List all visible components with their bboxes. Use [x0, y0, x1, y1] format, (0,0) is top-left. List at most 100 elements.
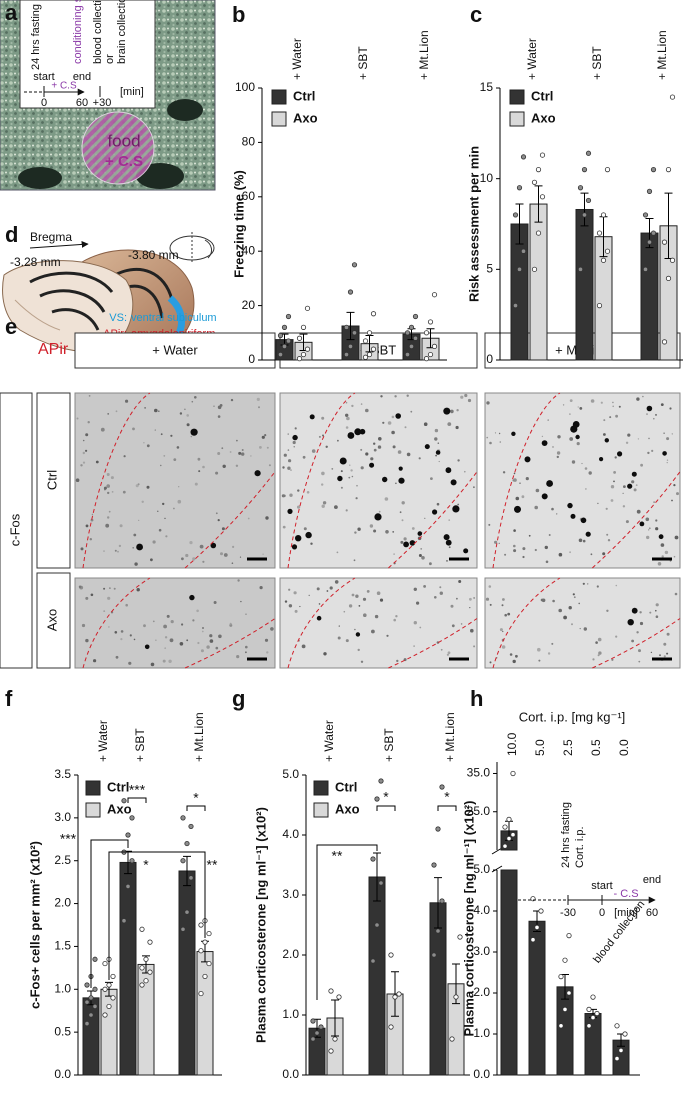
data-point	[110, 995, 116, 1001]
region-label: APir	[38, 341, 69, 358]
cell-speck	[399, 511, 402, 514]
cell-speck	[393, 618, 397, 622]
cell-speck	[659, 654, 661, 657]
timeline-text: 60	[76, 97, 88, 109]
cell-speck	[646, 535, 650, 540]
cell-speck	[401, 519, 404, 522]
y-tick-label: 1.0	[54, 981, 71, 995]
data-point	[581, 212, 588, 218]
cell-nucleus	[292, 434, 298, 441]
data-point	[143, 978, 149, 984]
cell-nucleus	[144, 644, 150, 650]
y-tick-label: 2.0	[473, 985, 490, 999]
cell-speck	[345, 639, 349, 643]
data-point	[84, 1020, 90, 1027]
data-point	[147, 939, 153, 945]
y-tick-label: 0.0	[282, 1067, 299, 1081]
cell-speck	[288, 459, 292, 463]
cell-speck	[635, 484, 638, 486]
data-point	[206, 930, 212, 937]
cell-speck	[107, 491, 110, 495]
cell-speck	[177, 499, 182, 504]
bar	[556, 986, 574, 1076]
cell-speck	[537, 647, 541, 652]
legend-label: Ctrl	[335, 779, 357, 794]
cell-speck	[439, 586, 442, 589]
cell-nucleus	[514, 505, 521, 513]
cell-nucleus	[541, 493, 548, 500]
cell-nucleus	[403, 541, 409, 548]
cell-nucleus	[541, 440, 548, 446]
data-point	[347, 343, 354, 349]
category-label: 0.0	[617, 739, 631, 756]
cell-speck	[351, 593, 355, 597]
cell-speck	[109, 587, 111, 589]
cell-nucleus	[382, 476, 388, 483]
inset-text: 24 hrs fasting	[560, 802, 572, 868]
cell-speck	[456, 597, 458, 600]
cell-nucleus	[369, 462, 375, 468]
data-point	[622, 1031, 628, 1037]
data-point	[412, 313, 419, 320]
cell-nucleus	[567, 502, 573, 509]
data-point	[502, 824, 508, 830]
cell-speck	[117, 550, 119, 553]
cell-speck	[622, 492, 624, 494]
data-point	[535, 167, 542, 173]
cell-speck	[365, 452, 369, 456]
cell-speck	[158, 528, 162, 532]
cell-speck	[197, 641, 200, 645]
cell-speck	[502, 598, 505, 601]
cell-speck	[162, 659, 166, 663]
cell-speck	[334, 580, 339, 584]
panel-letter: g	[232, 686, 245, 711]
data-point	[596, 302, 603, 309]
cell-nucleus	[316, 615, 322, 621]
cell-speck	[661, 555, 664, 558]
cell-speck	[288, 588, 291, 591]
data-point	[516, 185, 523, 191]
data-point	[539, 194, 546, 200]
error-bar	[373, 852, 381, 902]
legend-text: ventral subiculum	[131, 312, 217, 324]
cell-speck	[638, 660, 641, 663]
data-point	[92, 986, 98, 992]
cell-speck	[460, 623, 463, 625]
cell-speck	[534, 505, 538, 510]
cell-speck	[556, 513, 558, 515]
cell-speck	[199, 544, 204, 549]
cell-speck	[265, 516, 269, 520]
cell-speck	[78, 585, 82, 589]
cell-speck	[365, 408, 369, 413]
cell-speck	[231, 562, 234, 564]
axis-break	[491, 847, 503, 873]
cell-speck	[186, 639, 189, 642]
data-point	[370, 311, 377, 317]
data-point	[512, 212, 519, 218]
cell-speck	[498, 432, 501, 435]
cell-speck	[146, 444, 150, 448]
cell-speck	[552, 446, 554, 448]
cell-speck	[340, 486, 343, 489]
cell-speck	[85, 596, 89, 600]
cell-nucleus	[627, 483, 633, 489]
data-point	[562, 1006, 568, 1013]
cell-speck	[631, 639, 634, 643]
data-point	[121, 918, 127, 924]
cell-speck	[547, 419, 549, 421]
cell-speck	[247, 517, 250, 520]
cell-speck	[486, 436, 489, 439]
cell-speck	[283, 494, 286, 498]
bar	[584, 1013, 602, 1076]
data-point	[281, 343, 288, 349]
cell-speck	[321, 416, 325, 420]
cell-speck	[673, 484, 676, 487]
cell-speck	[82, 451, 86, 455]
cell-nucleus	[511, 431, 516, 436]
cell-speck	[366, 590, 370, 593]
cell-speck	[334, 505, 338, 509]
significance-label: ***	[60, 831, 77, 847]
region-boundary	[287, 392, 356, 569]
data-point	[614, 1056, 620, 1062]
data-point	[423, 356, 430, 362]
